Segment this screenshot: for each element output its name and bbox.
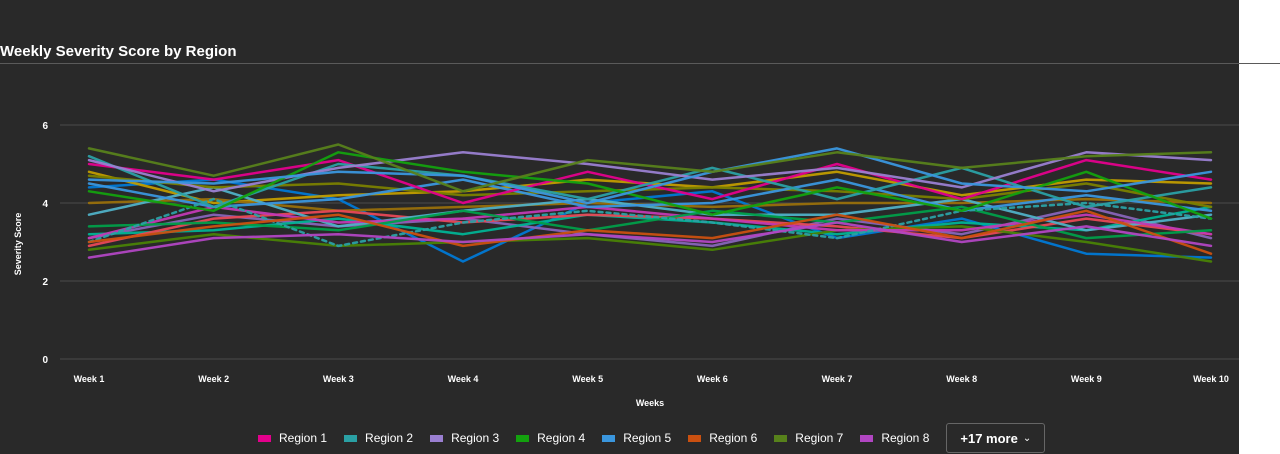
legend-label: Region 6: [709, 431, 758, 445]
y-axis-title: Severity Score: [13, 213, 23, 276]
series-line-region-4: [87, 151, 1213, 220]
chart-panel: Weekly Severity Score by Region 0 2 4 6 Week…: [0, 0, 1239, 454]
y-tick-label: 6: [42, 121, 48, 132]
x-tick-label: Week 6: [697, 374, 728, 384]
legend-swatch: [688, 434, 702, 442]
series-line-region-3: [87, 151, 1213, 193]
legend-label: Region 3: [451, 431, 500, 445]
y-tick-label: 4: [42, 199, 48, 210]
chevron-down-icon: ⌄: [1022, 432, 1032, 444]
x-tick-label: Week 7: [822, 374, 853, 384]
series-line-other: [87, 178, 1213, 263]
chart-title: Weekly Severity Score by Region: [0, 43, 237, 60]
x-tick-label: Week 2: [198, 374, 229, 384]
legend-item[interactable]: Region 1: [258, 431, 327, 445]
legend-swatch: [516, 434, 530, 442]
legend-swatch: [430, 434, 444, 442]
chart-legend: Region 1 Region 2 Region 3 Region 4 Region 5…: [258, 422, 1046, 454]
legend-item[interactable]: Region 4: [516, 431, 585, 445]
series-line-region-8: [87, 221, 1213, 259]
legend-swatch: [344, 434, 358, 442]
legend-label: Region 1: [279, 431, 328, 445]
legend-label: Region 4: [537, 431, 586, 445]
x-tick-label: Week 8: [946, 374, 977, 384]
y-tick-label: 2: [42, 277, 48, 288]
x-tick-label: Week 3: [323, 374, 354, 384]
legend-swatch: [774, 434, 788, 442]
legend-swatch: [258, 434, 271, 442]
series-line-region-7: [87, 143, 1213, 193]
x-tick-label: Week 10: [1193, 374, 1229, 384]
series-line-region-1: [87, 158, 1213, 205]
more-series-label: +17 more: [960, 430, 1018, 446]
legend-swatch: [602, 434, 616, 442]
legend-item[interactable]: Region 3: [430, 431, 499, 445]
series-line-other: [87, 197, 1213, 248]
series-line-region-6: [87, 209, 1213, 255]
x-tick-label: Week 4: [448, 374, 479, 384]
legend-item[interactable]: Region 5: [602, 431, 671, 445]
x-tick-label: Week 5: [572, 374, 603, 384]
series-line-other: [87, 205, 1213, 240]
line-chart: 0 2 4 6 Week 1 Week 2 Week 3 Week 4 Week 5 Week 6…: [13, 121, 1239, 408]
legend-item[interactable]: Region 8: [860, 431, 929, 445]
more-series-button[interactable]: +17 more ⌄: [946, 423, 1046, 453]
x-tick-label: Week 1: [74, 374, 105, 384]
legend-swatch: [860, 434, 874, 442]
legend-label: Region 8: [881, 431, 930, 445]
x-tick-label: Week 9: [1071, 374, 1102, 384]
legend-item[interactable]: Region 6: [688, 431, 757, 445]
series-line-other: [87, 178, 1213, 213]
title-divider: [0, 63, 1280, 64]
legend-label: Region 5: [623, 431, 672, 445]
y-tick-label: 0: [42, 355, 48, 366]
legend-label: Region 2: [365, 431, 414, 445]
x-axis-title: Weeks: [636, 398, 664, 408]
legend-label: Region 7: [795, 431, 844, 445]
legend-item[interactable]: Region 7: [774, 431, 843, 445]
series-line-other: [87, 186, 1213, 232]
series-line-other: [87, 205, 1213, 236]
series-line-region-5: [87, 147, 1213, 205]
legend-item[interactable]: Region 2: [344, 431, 413, 445]
